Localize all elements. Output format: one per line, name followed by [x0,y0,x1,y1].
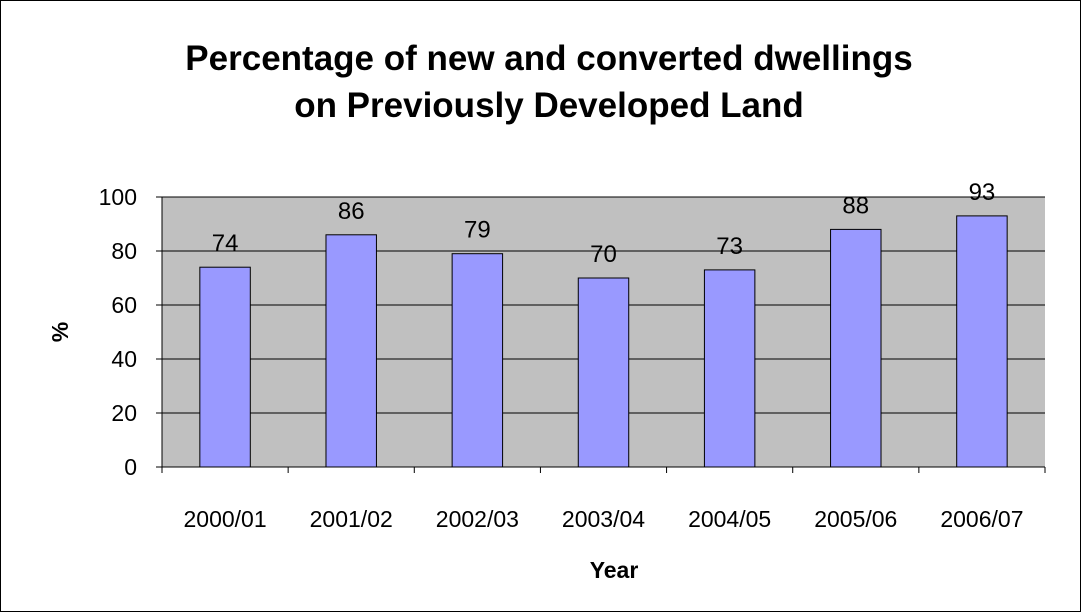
y-tick-label: 0 [124,454,137,480]
bar-2004-05 [703,269,756,468]
x-tick-label: 2005/06 [814,506,897,532]
bar-2006-07 [956,215,1008,468]
x-tick-label: 2003/04 [562,506,645,532]
bar-2003-04 [577,277,630,468]
y-axis-title: % [47,322,73,342]
y-tick-label: 40 [111,346,137,372]
y-tick-label: 100 [99,184,137,210]
y-axis-ticks: 0 20 40 60 80 100 [99,184,162,480]
x-tick-label: 2006/07 [940,506,1023,532]
y-tick-label: 80 [111,238,137,264]
y-tick-label: 20 [111,400,137,426]
x-tick-label: 2001/02 [310,506,393,532]
data-label: 88 [842,192,869,219]
bar-2000-01 [199,266,251,468]
data-labels: 74 86 79 70 73 88 93 [212,179,996,268]
chart-title-line-1: Percentage of new and converted dwelling… [185,39,912,78]
data-label: 73 [716,233,743,260]
x-tick-label: 2004/05 [688,506,771,532]
bar-2002-03 [451,253,504,468]
data-label: 70 [590,241,617,268]
x-axis-title: Year [590,557,639,583]
bar-2001-02 [325,234,377,468]
x-tick-label: 2000/01 [184,506,267,532]
y-tick-label: 60 [111,292,137,318]
data-label: 74 [212,230,239,257]
bars [199,215,1008,468]
bar-2005-06 [830,228,882,468]
data-label: 93 [969,179,996,206]
data-label: 86 [338,198,365,225]
x-axis-ticks: 2000/01 2001/02 2002/03 2003/04 2004/05 2005/… [161,467,1046,532]
chart-title-line-2: on Previously Developed Land [294,86,804,125]
data-label: 79 [464,217,491,244]
x-tick-label: 2002/03 [436,506,519,532]
